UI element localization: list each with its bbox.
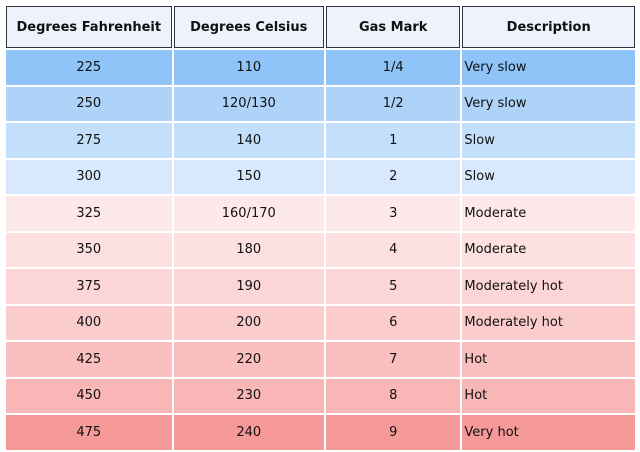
table-row: 300 150 2 Slow xyxy=(6,159,635,194)
cell-celsius: 220 xyxy=(173,342,324,377)
cell-fahrenheit: 275 xyxy=(6,123,172,158)
table-row: 250 120/130 1/2 Very slow xyxy=(6,86,635,121)
cell-fahrenheit: 250 xyxy=(6,86,172,121)
table-row: 350 180 4 Moderate xyxy=(6,232,635,267)
table-row: 225 110 1/4 Very slow xyxy=(6,50,635,85)
header-row: Degrees Fahrenheit Degrees Celsius Gas M… xyxy=(6,6,635,48)
cell-fahrenheit: 300 xyxy=(6,159,172,194)
cell-celsius: 120/130 xyxy=(173,86,324,121)
cell-celsius: 140 xyxy=(173,123,324,158)
cell-fahrenheit: 475 xyxy=(6,415,172,450)
cell-gas-mark: 7 xyxy=(326,342,461,377)
cell-celsius: 230 xyxy=(173,378,324,413)
header-fahrenheit: Degrees Fahrenheit xyxy=(6,6,172,48)
cell-gas-mark: 4 xyxy=(326,232,461,267)
header-description: Description xyxy=(462,6,635,48)
cell-gas-mark: 3 xyxy=(326,196,461,231)
cell-celsius: 240 xyxy=(173,415,324,450)
cell-description: Very slow xyxy=(462,50,635,85)
cell-celsius: 200 xyxy=(173,305,324,340)
cell-description: Slow xyxy=(462,159,635,194)
cell-description: Moderate xyxy=(462,232,635,267)
cell-fahrenheit: 225 xyxy=(6,50,172,85)
cell-celsius: 190 xyxy=(173,269,324,304)
cell-description: Moderately hot xyxy=(462,305,635,340)
cell-celsius: 150 xyxy=(173,159,324,194)
table-row: 425 220 7 Hot xyxy=(6,342,635,377)
cell-description: Very slow xyxy=(462,86,635,121)
table-row: 400 200 6 Moderately hot xyxy=(6,305,635,340)
table-row: 375 190 5 Moderately hot xyxy=(6,269,635,304)
cell-fahrenheit: 325 xyxy=(6,196,172,231)
cell-fahrenheit: 425 xyxy=(6,342,172,377)
header-celsius: Degrees Celsius xyxy=(173,6,324,48)
cell-gas-mark: 9 xyxy=(326,415,461,450)
cell-celsius: 110 xyxy=(173,50,324,85)
cell-description: Moderately hot xyxy=(462,269,635,304)
cell-celsius: 180 xyxy=(173,232,324,267)
table-row: 450 230 8 Hot xyxy=(6,378,635,413)
cell-description: Slow xyxy=(462,123,635,158)
cell-fahrenheit: 350 xyxy=(6,232,172,267)
cell-gas-mark: 2 xyxy=(326,159,461,194)
cell-celsius: 160/170 xyxy=(173,196,324,231)
cell-description: Hot xyxy=(462,378,635,413)
table-row: 325 160/170 3 Moderate xyxy=(6,196,635,231)
oven-temperature-table: Degrees Fahrenheit Degrees Celsius Gas M… xyxy=(4,4,637,452)
cell-description: Very hot xyxy=(462,415,635,450)
header-gas-mark: Gas Mark xyxy=(326,6,461,48)
cell-description: Hot xyxy=(462,342,635,377)
table-row: 275 140 1 Slow xyxy=(6,123,635,158)
cell-gas-mark: 8 xyxy=(326,378,461,413)
cell-fahrenheit: 400 xyxy=(6,305,172,340)
cell-gas-mark: 6 xyxy=(326,305,461,340)
cell-gas-mark: 1 xyxy=(326,123,461,158)
table-body: 225 110 1/4 Very slow 250 120/130 1/2 Very slow… xyxy=(6,50,635,450)
table-row: 475 240 9 Very hot xyxy=(6,415,635,450)
cell-description: Moderate xyxy=(462,196,635,231)
cell-fahrenheit: 450 xyxy=(6,378,172,413)
cell-gas-mark: 1/4 xyxy=(326,50,461,85)
cell-gas-mark: 1/2 xyxy=(326,86,461,121)
cell-fahrenheit: 375 xyxy=(6,269,172,304)
cell-gas-mark: 5 xyxy=(326,269,461,304)
